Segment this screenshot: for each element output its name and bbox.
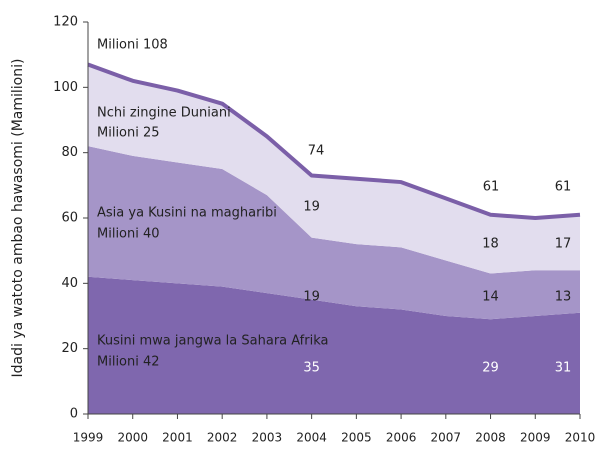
y-axis-label: Idadi ya watoto ambao hawasomi (Mamilion…: [10, 59, 26, 378]
y-tick-label: 80: [61, 145, 78, 160]
x-tick-label: 2000: [117, 431, 148, 445]
data-label: 19: [303, 200, 320, 215]
y-tick-label: 60: [61, 211, 78, 226]
x-tick-label: 2001: [162, 431, 193, 445]
annotation: 61: [555, 180, 572, 195]
y-tick-label: 100: [53, 80, 78, 95]
series-label: Nchi zingine Duniani: [97, 106, 231, 121]
area: [88, 276, 580, 414]
x-tick-label: 2007: [431, 431, 462, 445]
x-tick-label: 2010: [565, 431, 596, 445]
annotation: Milioni 42: [97, 355, 160, 370]
data-label: 35: [303, 361, 320, 376]
data-label: 18: [482, 237, 499, 252]
series-label: Kusini mwa jangwa la Sahara Afrika: [97, 334, 329, 349]
annotation: Milioni 40: [97, 227, 160, 242]
data-label: 17: [555, 237, 572, 252]
x-tick-label: 2008: [475, 431, 506, 445]
data-label: 13: [555, 290, 572, 305]
x-tick-label: 1999: [73, 431, 104, 445]
y-tick-label: 20: [61, 341, 78, 356]
annotation: 74: [308, 144, 325, 159]
x-tick-label: 2005: [341, 431, 372, 445]
annotation: Milioni 25: [97, 126, 160, 141]
data-label: 19: [303, 290, 320, 305]
x-tick-label: 2003: [252, 431, 283, 445]
series-label: Asia ya Kusini na magharibi: [97, 206, 277, 221]
area: [88, 64, 580, 274]
area: [88, 146, 580, 320]
annotation: 61: [483, 180, 500, 195]
annotation: Milioni 108: [97, 38, 168, 53]
y-tick-label: 40: [61, 276, 78, 291]
x-tick-label: 2006: [386, 431, 417, 445]
x-tick-label: 2009: [520, 431, 551, 445]
data-label: 29: [482, 361, 499, 376]
total-outline: [87, 62, 581, 220]
x-tick-label: 2004: [296, 431, 327, 445]
data-label: 31: [555, 361, 572, 376]
data-label: 14: [482, 290, 499, 305]
x-tick-label: 2002: [207, 431, 238, 445]
y-tick-label: 0: [70, 407, 78, 422]
y-tick-label: 120: [53, 15, 78, 30]
